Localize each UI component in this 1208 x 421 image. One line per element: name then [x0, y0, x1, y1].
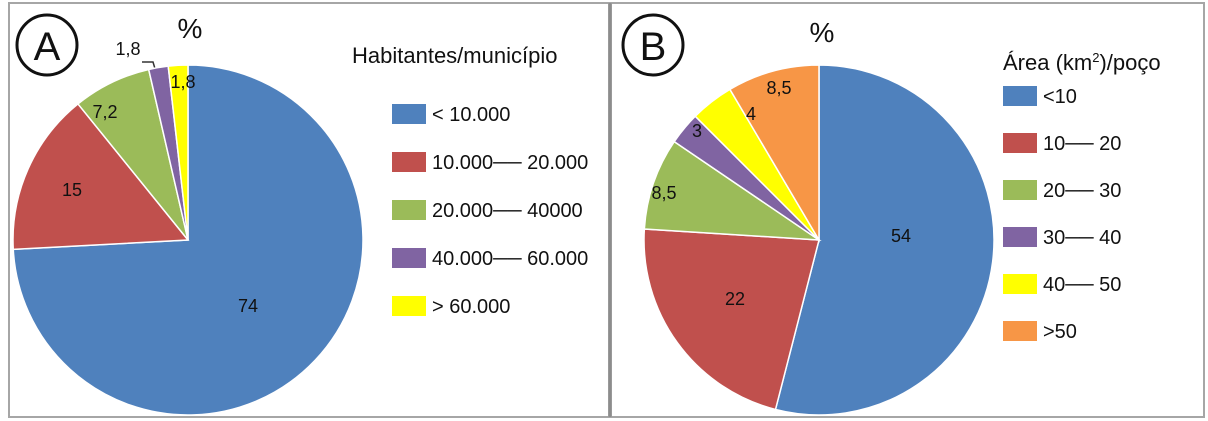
- legend-swatch: [1003, 180, 1037, 200]
- legend-a: < 10.000 10.000── 20.000 20.000── 40000 40.…: [392, 104, 588, 318]
- legend-label: 20.000── 40000: [432, 200, 583, 222]
- legend-swatch: [392, 248, 426, 268]
- pie-slice: [643, 228, 820, 411]
- data-label: 7,2: [92, 102, 117, 122]
- legend-swatch: [1003, 321, 1037, 341]
- panel-a-letter: A: [34, 25, 61, 69]
- legend-swatch: [1003, 274, 1037, 294]
- data-label: 74: [238, 296, 258, 316]
- panel-a-legend-title: Habitantes/município: [352, 43, 557, 68]
- legend-label: <10: [1043, 86, 1077, 108]
- legend-label: 10.000── 20.000: [432, 152, 588, 174]
- legend-label: 20── 30: [1043, 180, 1121, 202]
- legend-label: 40.000── 60.000: [432, 248, 588, 270]
- legend-label: 40── 50: [1043, 274, 1121, 296]
- data-label: 15: [62, 180, 82, 200]
- pie-a: 74 15 7,2 1,8 1,8: [12, 39, 364, 416]
- legend-title-part: Área (km: [1003, 50, 1092, 75]
- data-label: 8,5: [766, 78, 791, 98]
- pie-b: 54 22 8,5 3 4 8,5: [643, 64, 995, 416]
- legend-b: <10 10── 20 20── 30 30── 40 40── 50 >50: [1003, 86, 1121, 343]
- legend-swatch: [1003, 86, 1037, 106]
- data-label: 1,8: [115, 39, 140, 59]
- pie-slice: [12, 102, 190, 251]
- legend-label: < 10.000: [432, 104, 510, 126]
- legend-swatch: [392, 104, 426, 124]
- pie-slice: [643, 140, 822, 241]
- legend-title-part: )/poço: [1099, 50, 1160, 75]
- legend-label: > 60.000: [432, 296, 510, 318]
- data-label: 8,5: [651, 183, 676, 203]
- legend-swatch: [392, 296, 426, 316]
- legend-swatch: [392, 200, 426, 220]
- data-label: 54: [891, 226, 911, 246]
- data-label: 22: [725, 289, 745, 309]
- panel-b-title: %: [810, 17, 835, 48]
- legend-swatch: [1003, 133, 1037, 153]
- pie-slice: [167, 64, 189, 241]
- data-label: 1,8: [170, 72, 195, 92]
- panel-a-title: %: [178, 13, 203, 44]
- legend-label: >50: [1043, 321, 1077, 343]
- legend-swatch: [392, 152, 426, 172]
- pie-slice: [774, 64, 995, 416]
- data-label: 3: [692, 121, 702, 141]
- panel-b-legend-title: Área (km2)/poço: [1003, 50, 1161, 75]
- panel-b-letter: B: [640, 25, 667, 69]
- legend-label: 30── 40: [1043, 227, 1121, 249]
- panel-a-badge: A: [15, 13, 79, 77]
- legend-swatch: [1003, 227, 1037, 247]
- pie-slice: [728, 64, 820, 243]
- panel-b-badge: B: [621, 13, 685, 77]
- data-label: 4: [746, 104, 756, 124]
- legend-title-superscript: 2: [1092, 50, 1099, 65]
- legend-label: 10── 20: [1043, 133, 1121, 155]
